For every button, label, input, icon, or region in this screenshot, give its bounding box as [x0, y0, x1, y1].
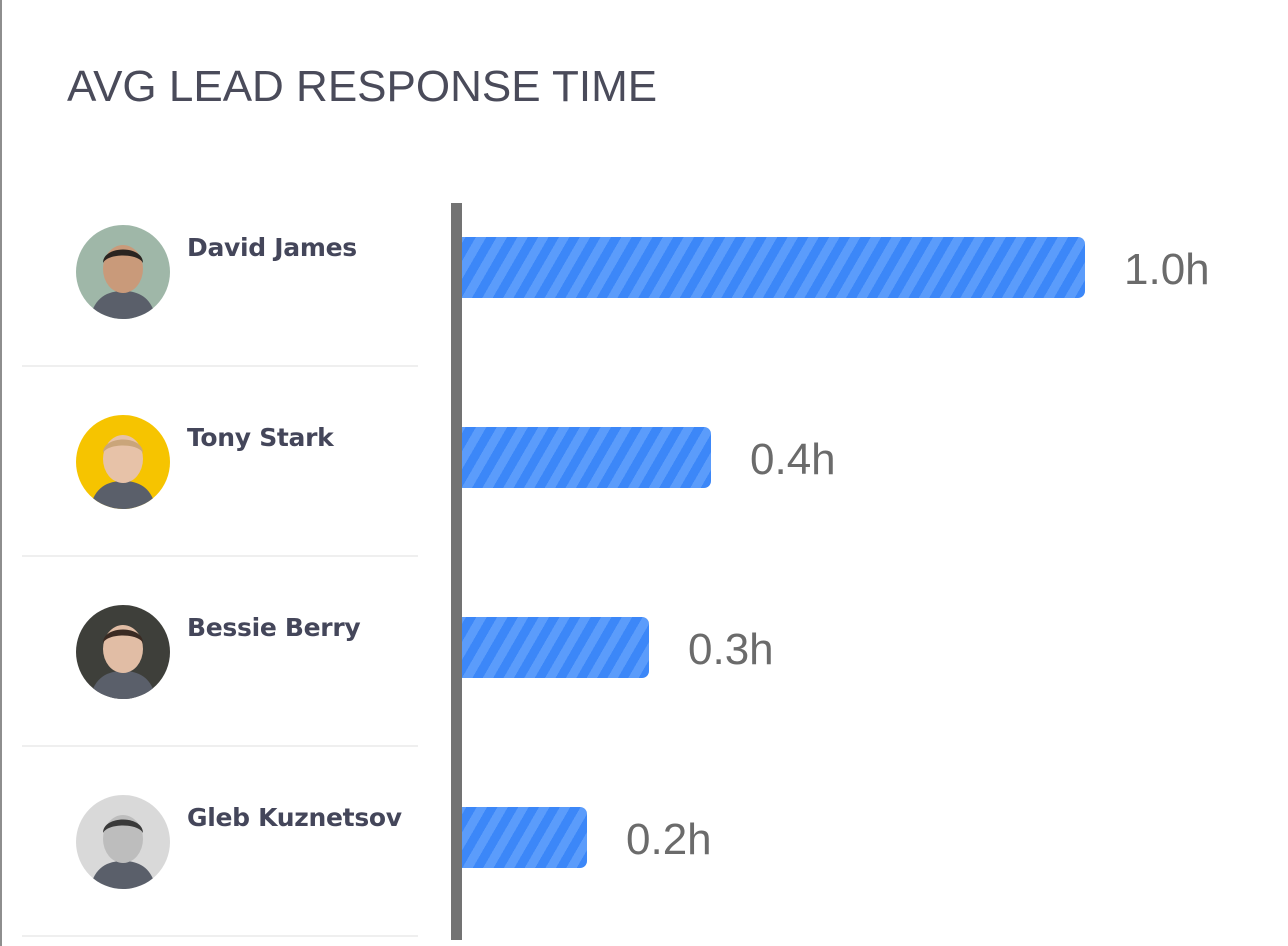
person-row: Gleb Kuznetsov [76, 795, 436, 889]
row-divider [22, 555, 418, 557]
bar [462, 617, 649, 678]
card-left-border [0, 0, 2, 946]
bar [462, 237, 1085, 298]
bar-value-label: 0.3h [688, 625, 774, 674]
avatar [76, 795, 170, 889]
bar-value-label: 0.2h [626, 815, 712, 864]
person-row: David James [76, 225, 436, 319]
avatar [76, 225, 170, 319]
person-row: Bessie Berry [76, 605, 436, 699]
y-axis-line [451, 203, 462, 940]
chart-title: AVG LEAD RESPONSE TIME [67, 62, 658, 111]
person-name: Bessie Berry [187, 613, 361, 642]
bar [462, 807, 587, 868]
avatar [76, 415, 170, 509]
bar-value-label: 1.0h [1124, 245, 1210, 294]
person-row: Tony Stark [76, 415, 436, 509]
person-name: Gleb Kuznetsov [187, 803, 402, 832]
avatar [76, 605, 170, 699]
row-divider [22, 745, 418, 747]
bar-value-label: 0.4h [750, 435, 836, 484]
row-divider [22, 935, 418, 937]
bar [462, 427, 711, 488]
row-divider [22, 365, 418, 367]
person-name: David James [187, 233, 357, 262]
person-name: Tony Stark [187, 423, 334, 452]
